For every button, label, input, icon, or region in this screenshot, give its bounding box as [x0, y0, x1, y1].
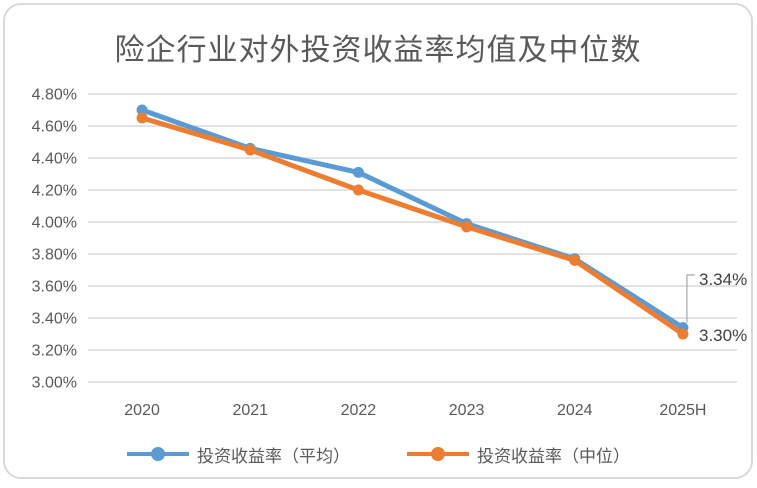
legend-label-average: 投资收益率（平均）	[197, 446, 350, 466]
legend-item-median: 投资收益率（中位）	[406, 442, 630, 467]
data-point-marker	[352, 184, 364, 196]
data-point-marker	[677, 328, 689, 340]
chart-card: 险企行业对外投资收益率均值及中位数 4.80% 4.60% 4.40% 4.20% 4.…	[3, 3, 753, 479]
y-axis-tick-label: 3.60%	[32, 279, 77, 296]
y-axis-tick-label: 3.80%	[32, 247, 77, 264]
legend-dot-average-icon	[151, 447, 165, 461]
y-axis-tick-label: 3.20%	[32, 343, 77, 360]
chart-legend: 投资收益率（平均） 投资收益率（中位）	[5, 439, 751, 469]
x-axis-tick-label: 2020	[124, 402, 160, 419]
y-axis-tick-label: 3.00%	[32, 375, 77, 392]
legend-item-average: 投资收益率（平均）	[126, 442, 350, 467]
data-point-marker	[136, 104, 148, 116]
data-point-marker	[569, 254, 581, 266]
y-axis-tick-label: 4.80%	[32, 87, 77, 104]
y-axis-tick-label: 4.40%	[32, 151, 77, 168]
legend-marker-average-icon	[127, 447, 189, 461]
data-label-leader-line	[686, 274, 695, 323]
legend-dot-median-icon	[431, 447, 445, 461]
chart-title: 险企行业对外投资收益率均值及中位数	[114, 34, 642, 67]
legend-label-median: 投资收益率（中位）	[477, 446, 630, 466]
data-point-marker	[461, 221, 473, 233]
legend-marker-median-icon	[407, 447, 469, 461]
data-label: 3.34%	[699, 270, 747, 289]
line-chart-plot-area: 4.80% 4.60% 4.40% 4.20% 4.00% 3.80% 3.60% 3.40%…	[32, 87, 748, 420]
y-axis-tick-label: 4.20%	[32, 183, 77, 200]
x-axis-tick-label: 2025H	[659, 402, 706, 419]
x-axis-tick-label: 2021	[232, 402, 268, 419]
data-point-marker	[352, 166, 364, 178]
data-point-marker	[244, 144, 256, 156]
data-label: 3.30%	[699, 326, 747, 345]
x-axis-tick-label: 2024	[557, 402, 593, 419]
y-axis-tick-label: 4.00%	[32, 215, 77, 232]
y-axis-tick-label: 4.60%	[32, 119, 77, 136]
x-axis-tick-label: 2023	[449, 402, 485, 419]
x-axis-tick-label: 2022	[341, 402, 377, 419]
series-line-1	[139, 115, 686, 337]
data-point-marker	[136, 112, 148, 124]
y-axis-tick-label: 3.40%	[32, 311, 77, 328]
